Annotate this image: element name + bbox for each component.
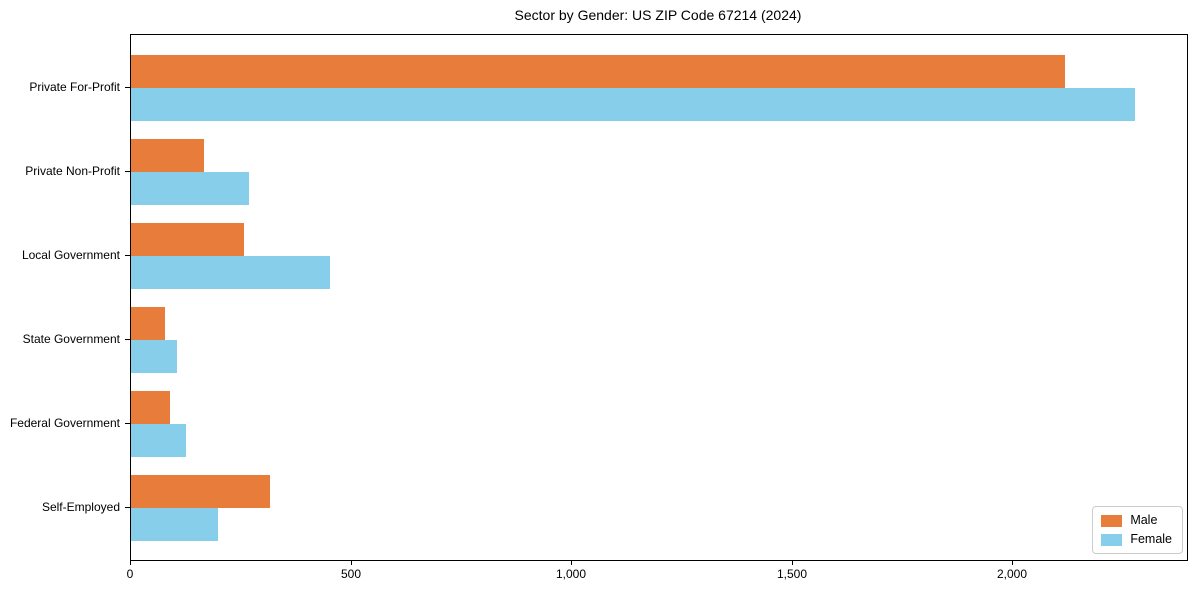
bar-male-6 — [131, 475, 270, 508]
legend-label-female: Female — [1130, 532, 1172, 546]
bar-male-1 — [131, 55, 1065, 88]
y-tick-label: Private For-Profit — [29, 80, 120, 94]
x-tick-mark — [792, 560, 793, 565]
bar-male-3 — [131, 223, 244, 256]
x-tick-mark — [130, 560, 131, 565]
plot-area: Male Female — [130, 34, 1188, 561]
legend: Male Female — [1092, 506, 1183, 554]
x-tick-mark — [571, 560, 572, 565]
y-tick-label: State Government — [22, 332, 120, 346]
x-tick-label: 2,000 — [996, 567, 1028, 581]
bar-female-1 — [131, 88, 1135, 121]
bar-male-5 — [131, 391, 170, 424]
bar-male-4 — [131, 307, 165, 340]
bar-female-3 — [131, 256, 330, 289]
y-tick-mark — [125, 339, 130, 340]
legend-label-male: Male — [1130, 513, 1158, 527]
y-tick-mark — [125, 507, 130, 508]
bar-female-5 — [131, 424, 186, 457]
y-tick-label: Private Non-Profit — [25, 164, 120, 178]
x-tick-mark — [351, 560, 352, 565]
y-tick-label: Federal Government — [9, 416, 120, 430]
legend-swatch-female — [1101, 533, 1123, 546]
x-tick-label: 1,500 — [776, 567, 808, 581]
y-tick-mark — [125, 423, 130, 424]
y-tick-label: Local Government — [21, 248, 120, 262]
x-tick-label: 0 — [126, 567, 134, 581]
bar-female-2 — [131, 172, 249, 205]
y-tick-mark — [125, 171, 130, 172]
y-tick-label: Self-Employed — [41, 500, 120, 514]
bar-female-4 — [131, 340, 177, 373]
x-tick-mark — [1012, 560, 1013, 565]
y-tick-mark — [125, 87, 130, 88]
legend-item-male: Male — [1101, 514, 1172, 527]
chart-title: Sector by Gender: US ZIP Code 67214 (202… — [514, 7, 802, 23]
x-tick-label: 1,000 — [555, 567, 587, 581]
bar-female-6 — [131, 508, 218, 541]
y-tick-mark — [125, 255, 130, 256]
legend-swatch-male — [1101, 514, 1123, 527]
bar-male-2 — [131, 139, 204, 172]
x-tick-label: 500 — [340, 567, 362, 581]
legend-item-female: Female — [1101, 533, 1172, 546]
